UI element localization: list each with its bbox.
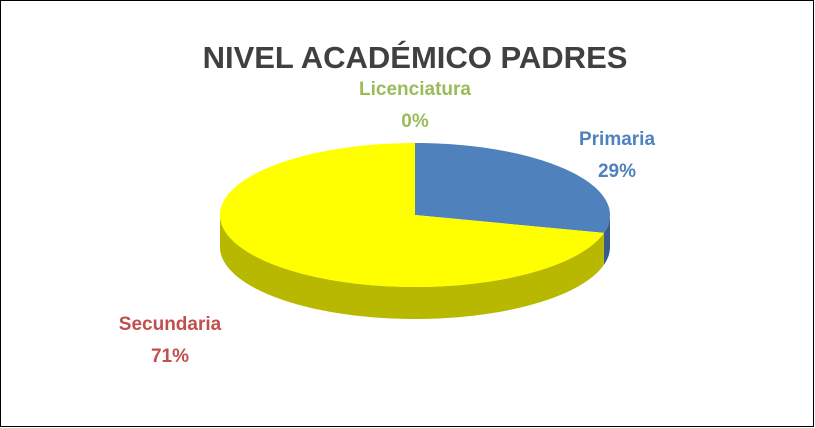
chart-title: NIVEL ACADÉMICO PADRES (203, 40, 628, 75)
slice (415, 143, 610, 233)
slice-side (220, 215, 604, 319)
slice-label: Licenciatura (359, 79, 471, 100)
slice-label: Primaria (579, 129, 655, 150)
value-label: 0% (401, 111, 429, 132)
value-label: 71% (151, 346, 189, 367)
slice (220, 143, 604, 287)
slice-label: Secundaria (119, 314, 222, 335)
slice-side (603, 215, 610, 265)
value-label: 29% (598, 161, 636, 182)
